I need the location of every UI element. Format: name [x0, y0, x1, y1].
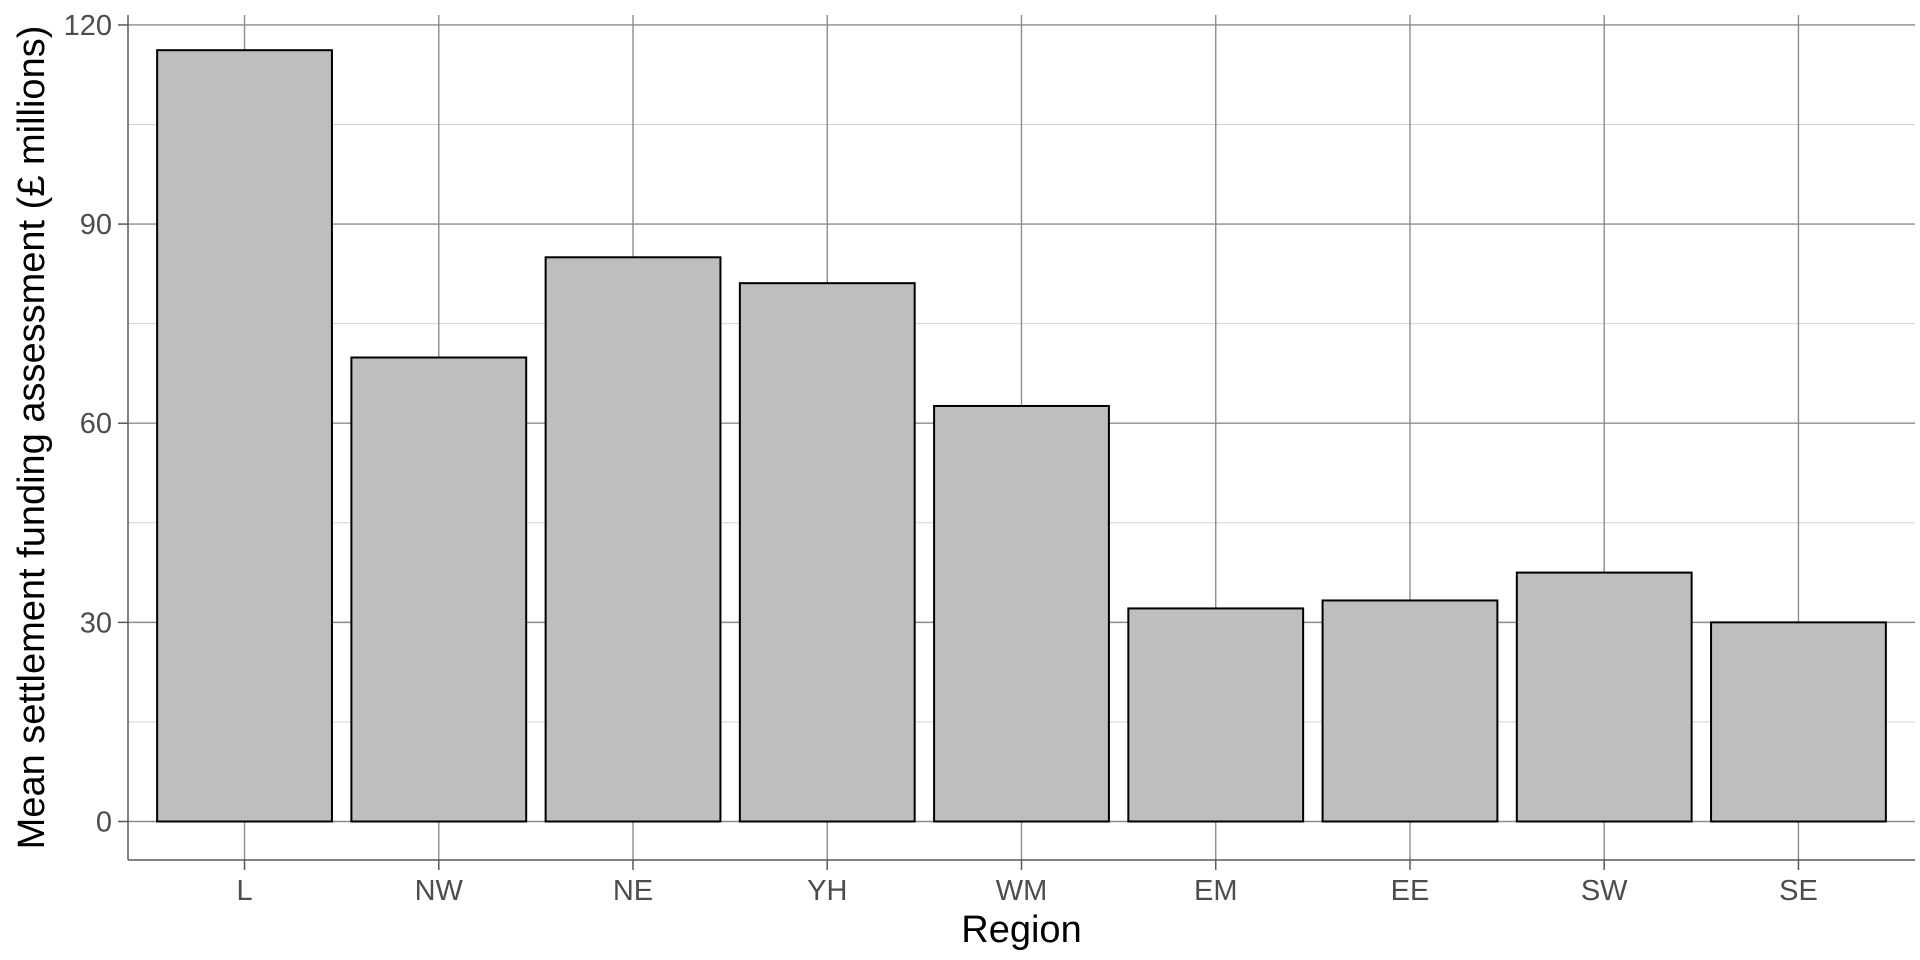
bar-NW [350, 356, 528, 823]
bar-NE [544, 256, 722, 823]
y-tick-label: 30 [80, 607, 112, 639]
x-tick-label: NW [415, 875, 464, 907]
bars [156, 49, 1887, 823]
y-tick-label: 60 [80, 408, 112, 440]
bar-EM [1127, 607, 1305, 823]
bar-EE [1321, 599, 1499, 823]
y-axis-title: Mean settlement funding assessment (£ mi… [11, 26, 53, 850]
x-tick-label: EE [1391, 875, 1430, 907]
x-tick-label: WM [996, 875, 1048, 907]
bar-L [156, 49, 333, 823]
bar-YH [738, 282, 916, 823]
bar-SE [1710, 621, 1887, 823]
tick-labels: 0 30 60 90 120 L NW NE YH WM EM EE SW SE [64, 10, 1818, 907]
y-tick-label: 120 [64, 10, 112, 42]
x-tick-label: YH [807, 875, 847, 907]
bar-SW [1515, 571, 1693, 823]
x-tick-label: SE [1779, 875, 1818, 907]
x-tick-label: SW [1581, 875, 1628, 907]
y-tick-label: 90 [80, 209, 112, 241]
axes [118, 15, 1915, 870]
bar-WM [933, 404, 1110, 823]
x-tick-label: NE [613, 875, 653, 907]
x-tick-label: L [236, 875, 252, 907]
y-tick-label: 0 [96, 807, 112, 839]
x-axis-title: Region [961, 909, 1081, 951]
x-tick-label: EM [1194, 875, 1238, 907]
